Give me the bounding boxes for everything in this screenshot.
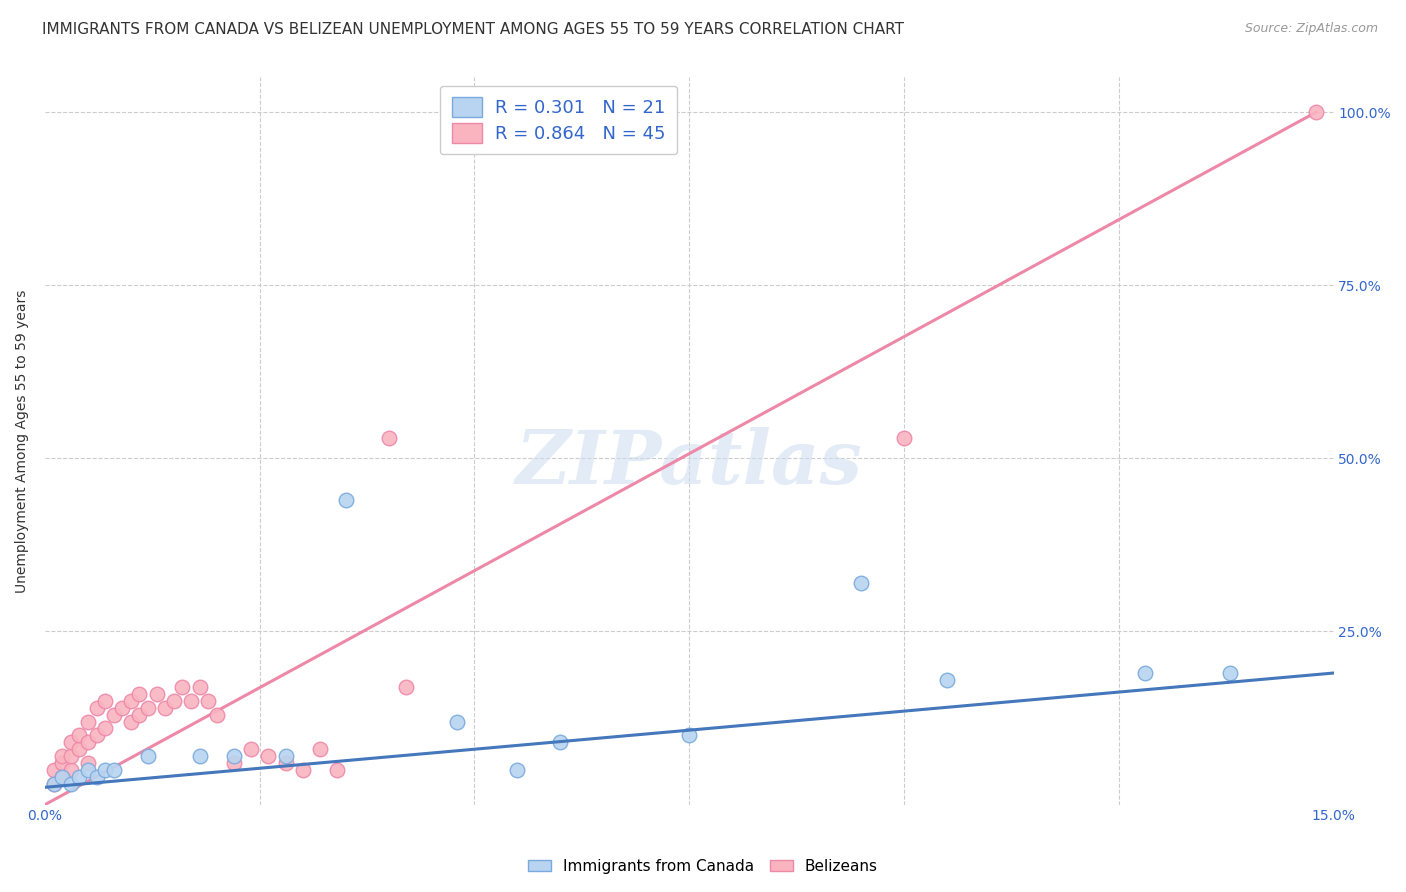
Point [172, 680, 194, 694]
Point [103, 707, 125, 722]
Point [205, 707, 228, 722]
Point [335, 492, 357, 507]
Point [120, 714, 142, 729]
Point [188, 749, 211, 764]
Point [67, 770, 90, 784]
Point [550, 735, 572, 749]
Point [59, 735, 82, 749]
Text: IMMIGRANTS FROM CANADA VS BELIZEAN UNEMPLOYMENT AMONG AGES 55 TO 59 YEARS CORREL: IMMIGRANTS FROM CANADA VS BELIZEAN UNEMP… [42, 22, 904, 37]
Point [103, 763, 125, 777]
Point [893, 431, 915, 445]
Point [59, 763, 82, 777]
Point [240, 742, 263, 756]
Text: ZIPatlas: ZIPatlas [516, 426, 863, 500]
Point [128, 707, 150, 722]
Point [77, 735, 100, 749]
Point [377, 431, 399, 445]
Point [67, 728, 90, 742]
Point [222, 749, 245, 764]
Legend: Immigrants from Canada, Belizeans: Immigrants from Canada, Belizeans [522, 853, 884, 880]
Point [395, 680, 418, 694]
Point [188, 680, 211, 694]
Point [59, 777, 82, 791]
Point [1305, 105, 1327, 120]
Point [120, 694, 142, 708]
Point [128, 687, 150, 701]
Point [274, 756, 297, 770]
Point [1219, 666, 1241, 681]
Point [446, 714, 468, 729]
Point [145, 687, 167, 701]
Point [77, 763, 100, 777]
Point [77, 756, 100, 770]
Point [197, 694, 219, 708]
Point [94, 722, 117, 736]
Point [94, 763, 117, 777]
Point [51, 749, 73, 764]
Point [274, 749, 297, 764]
Point [155, 700, 177, 714]
Point [575, 112, 598, 126]
Point [77, 714, 100, 729]
Point [51, 770, 73, 784]
Point [163, 694, 186, 708]
Point [42, 777, 65, 791]
Point [180, 694, 202, 708]
Point [67, 742, 90, 756]
Point [678, 728, 700, 742]
Point [849, 576, 872, 591]
Point [222, 756, 245, 770]
Legend: R = 0.301   N = 21, R = 0.864   N = 45: R = 0.301 N = 21, R = 0.864 N = 45 [440, 86, 678, 154]
Point [86, 728, 108, 742]
Point [257, 749, 280, 764]
Point [550, 112, 572, 126]
Point [136, 700, 159, 714]
Point [308, 742, 330, 756]
Point [51, 770, 73, 784]
Point [42, 763, 65, 777]
Point [326, 763, 349, 777]
Point [136, 749, 159, 764]
Point [86, 770, 108, 784]
Point [94, 694, 117, 708]
Text: Source: ZipAtlas.com: Source: ZipAtlas.com [1244, 22, 1378, 36]
Point [291, 763, 314, 777]
Point [936, 673, 959, 687]
Point [51, 756, 73, 770]
Point [42, 777, 65, 791]
Point [506, 763, 529, 777]
Point [1133, 666, 1156, 681]
Point [86, 700, 108, 714]
Point [111, 700, 134, 714]
Point [59, 749, 82, 764]
Y-axis label: Unemployment Among Ages 55 to 59 years: Unemployment Among Ages 55 to 59 years [15, 289, 30, 592]
